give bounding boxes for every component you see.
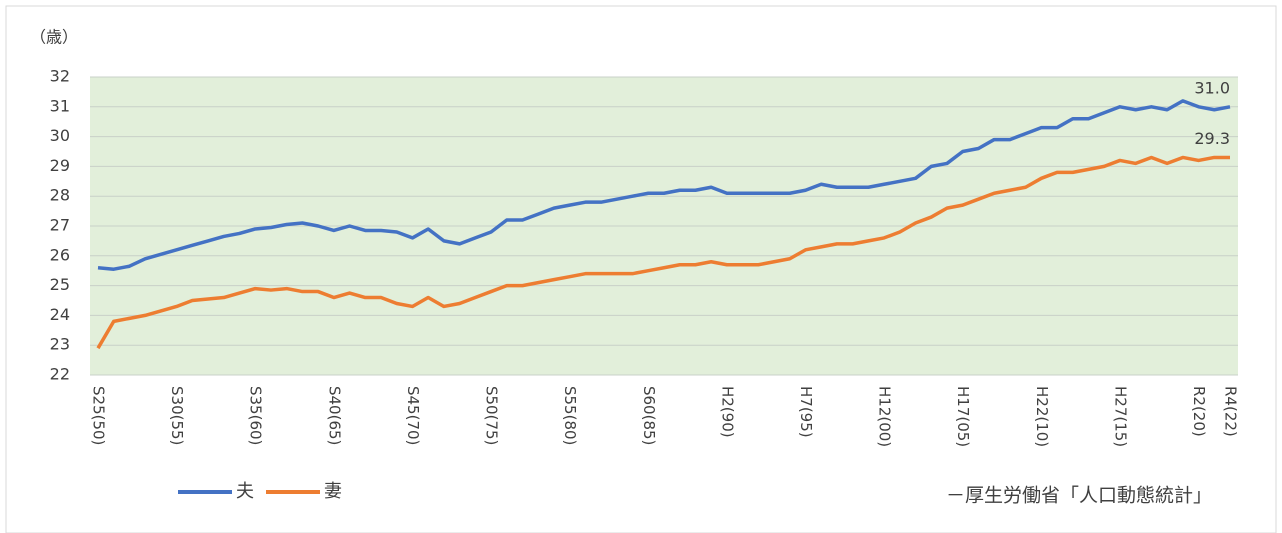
y-tick-label: 25: [50, 275, 70, 294]
data-label: 29.3: [1194, 129, 1230, 148]
y-tick-label: 27: [50, 216, 70, 235]
x-tick-label: S45(70): [404, 386, 422, 445]
x-tick-label: S50(75): [483, 386, 501, 445]
y-tick-label: 28: [50, 186, 70, 205]
y-tick-label: 30: [50, 126, 70, 145]
data-line: [97, 99, 1231, 271]
x-tick-label: H7(95): [797, 386, 815, 438]
x-tick-label: S55(80): [561, 386, 579, 445]
data-line: [96, 155, 1230, 350]
y-axis-label: （歳）: [30, 28, 78, 47]
y-tick-label: 24: [50, 305, 70, 324]
x-tick-label: S35(60): [247, 386, 265, 445]
legend-label: 夫: [236, 481, 254, 502]
x-tick-label: S60(85): [640, 386, 658, 445]
x-tick-label: H12(00): [876, 386, 894, 447]
x-tick-label: S40(65): [325, 386, 343, 445]
y-tick-label: 23: [50, 335, 70, 354]
x-tick-label: R2(20): [1190, 386, 1208, 437]
y-tick-label: 26: [50, 245, 70, 264]
y-tick-label: 31: [50, 96, 70, 115]
x-tick-label: H2(90): [718, 386, 736, 438]
y-tick-label: 22: [50, 365, 70, 384]
data-label: 31.0: [1194, 78, 1230, 97]
source-note: －厚生労働省「人口動態統計」: [946, 485, 1212, 507]
x-tick-label: S30(55): [168, 386, 186, 445]
x-tick-label: H22(10): [1033, 386, 1051, 447]
x-tick-label: H27(15): [1111, 386, 1129, 447]
legend-label: 妻: [324, 481, 342, 502]
y-tick-label: 29: [50, 156, 70, 175]
y-tick-label: 32: [50, 67, 70, 86]
x-tick-label: H17(05): [954, 386, 972, 447]
x-tick-label: S25(50): [90, 386, 108, 445]
x-tick-label: R4(22): [1222, 386, 1240, 437]
